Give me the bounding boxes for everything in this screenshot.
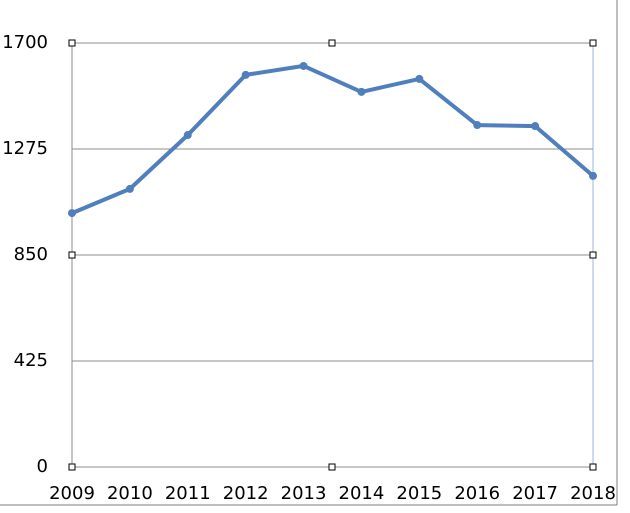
y-tick-label: 1275	[2, 138, 48, 159]
x-tick-label: 2016	[454, 483, 500, 504]
handle	[68, 251, 76, 259]
point	[589, 171, 597, 180]
handle	[68, 39, 76, 47]
y-tick-label: 0	[37, 456, 48, 477]
handle	[589, 39, 597, 47]
point	[68, 209, 76, 218]
y-tick-label: 1700	[2, 32, 48, 53]
x-tick-label: 2013	[281, 483, 327, 504]
point	[241, 70, 250, 79]
x-tick-label: 2012	[223, 483, 269, 504]
x-tick-label: 2018	[570, 483, 616, 504]
point	[299, 61, 308, 70]
point	[183, 131, 192, 140]
y-tick-label: 850	[14, 244, 48, 265]
selection-handles	[68, 39, 597, 471]
handle	[328, 463, 336, 471]
x-tick-label: 2014	[339, 483, 385, 504]
x-tick-label: 2010	[107, 483, 153, 504]
handle	[589, 251, 597, 259]
y-tick-label: 425	[14, 350, 48, 371]
point	[415, 74, 424, 83]
x-tick-label: 2017	[512, 483, 558, 504]
plot	[68, 42, 597, 468]
x-tick-label: 2015	[396, 483, 442, 504]
point	[531, 122, 540, 131]
point	[357, 87, 366, 96]
handle	[68, 463, 76, 471]
handle	[328, 39, 336, 47]
x-tick-label: 2011	[165, 483, 211, 504]
x-tick-label: 2009	[49, 483, 95, 504]
point	[125, 184, 134, 193]
handle	[589, 463, 597, 471]
point	[473, 121, 482, 130]
line	[71, 63, 595, 215]
